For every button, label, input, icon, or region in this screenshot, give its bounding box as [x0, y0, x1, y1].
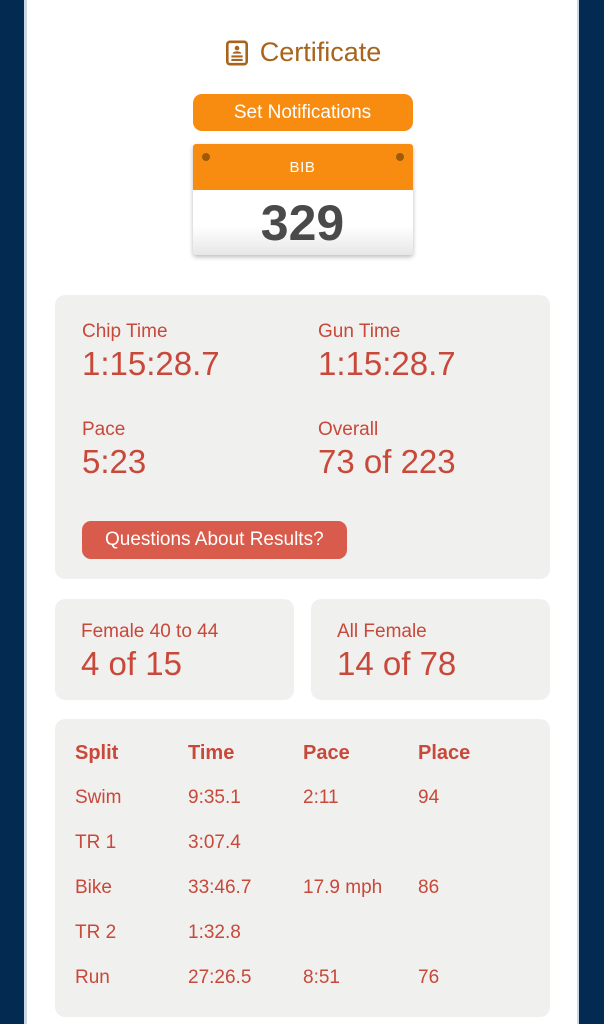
questions-about-results-button[interactable]: Questions About Results?	[82, 521, 347, 559]
stat-value: 1:15:28.7	[318, 345, 456, 382]
bib-card: BIB 329	[192, 144, 413, 255]
content-column: Certificate Set Notifications BIB 329 Ch…	[30, 0, 575, 1024]
stat-value: 73 of 223	[318, 443, 456, 480]
cell-place	[418, 910, 530, 955]
division-label: All Female	[337, 621, 427, 642]
table-row-bike: Bike 33:46.7 17.9 mph 86	[75, 865, 530, 910]
cell-split: Bike	[75, 876, 112, 898]
stat-value: 5:23	[82, 443, 147, 480]
splits-table: Split Time Pace Place Swim 9:35.1 2:11 9…	[75, 731, 530, 1000]
cell-time: 1:32.8	[188, 921, 241, 943]
cell-place: 76	[418, 966, 440, 988]
table-row-swim: Swim 9:35.1 2:11 94	[75, 775, 530, 820]
stat-label: Gun Time	[318, 321, 401, 342]
cell-pace	[303, 910, 418, 955]
bib-pinhole-right	[395, 153, 404, 161]
cell-pace: 17.9 mph	[303, 876, 383, 898]
certificate-link[interactable]: Certificate	[30, 36, 575, 69]
cell-pace: 2:11	[303, 786, 339, 808]
cell-pace	[303, 820, 418, 865]
cell-time: 9:35.1	[188, 786, 241, 808]
splits-header-time: Time	[188, 741, 235, 764]
division-card-age-group: Female 40 to 44 4 of 15	[55, 599, 294, 700]
division-label: Female 40 to 44	[81, 621, 219, 642]
cell-place: 94	[418, 786, 440, 808]
cell-split: TR 2	[75, 921, 117, 943]
summary-stats-grid: Chip Time 1:15:28.7 Gun Time 1:15:28.7 P…	[82, 321, 523, 481]
table-row-tr1: TR 1 3:07.4	[75, 820, 530, 865]
splits-header-place: Place	[418, 741, 471, 764]
stat-gun-time: Gun Time 1:15:28.7	[318, 321, 523, 383]
table-row-run: Run 27:26.5 8:51 76	[75, 955, 530, 1000]
certificate-label: Certificate	[259, 37, 382, 67]
stat-label: Overall	[318, 419, 379, 440]
splits-header-split: Split	[75, 741, 119, 764]
right-navy-border	[577, 0, 604, 1024]
division-value: 14 of 78	[337, 645, 457, 682]
bib-pinhole-left	[201, 153, 210, 161]
splits-header-pace: Pace	[303, 741, 350, 764]
cell-time: 27:26.5	[188, 966, 252, 988]
splits-card: Split Time Pace Place Swim 9:35.1 2:11 9…	[55, 719, 550, 1017]
cell-split: TR 1	[75, 831, 117, 853]
cell-pace: 8:51	[303, 966, 340, 988]
bib-card-header: BIB	[192, 144, 413, 190]
certificate-card-icon	[224, 39, 250, 66]
left-navy-border	[0, 0, 27, 1024]
division-card-gender: All Female 14 of 78	[311, 599, 550, 700]
cell-time: 3:07.4	[188, 831, 241, 853]
cell-split: Swim	[75, 786, 122, 808]
cell-split: Run	[75, 966, 110, 988]
stat-label: Pace	[82, 419, 126, 440]
division-value: 4 of 15	[81, 645, 182, 682]
division-cards-row: Female 40 to 44 4 of 15 All Female 14 of…	[55, 599, 550, 700]
stat-label: Chip Time	[82, 321, 168, 342]
bib-number: 329	[192, 190, 413, 255]
stat-overall: Overall 73 of 223	[318, 419, 523, 481]
stat-chip-time: Chip Time 1:15:28.7	[82, 321, 318, 383]
cell-time: 33:46.7	[188, 876, 252, 898]
bib-label: BIB	[289, 158, 316, 176]
splits-header-row: Split Time Pace Place	[75, 731, 530, 775]
cell-place	[418, 820, 530, 865]
summary-card: Chip Time 1:15:28.7 Gun Time 1:15:28.7 P…	[55, 295, 550, 579]
stat-value: 1:15:28.7	[82, 345, 220, 382]
set-notifications-button[interactable]: Set Notifications	[192, 94, 413, 131]
stat-pace: Pace 5:23	[82, 419, 318, 481]
cell-place: 86	[418, 876, 440, 898]
table-row-tr2: TR 2 1:32.8	[75, 910, 530, 955]
